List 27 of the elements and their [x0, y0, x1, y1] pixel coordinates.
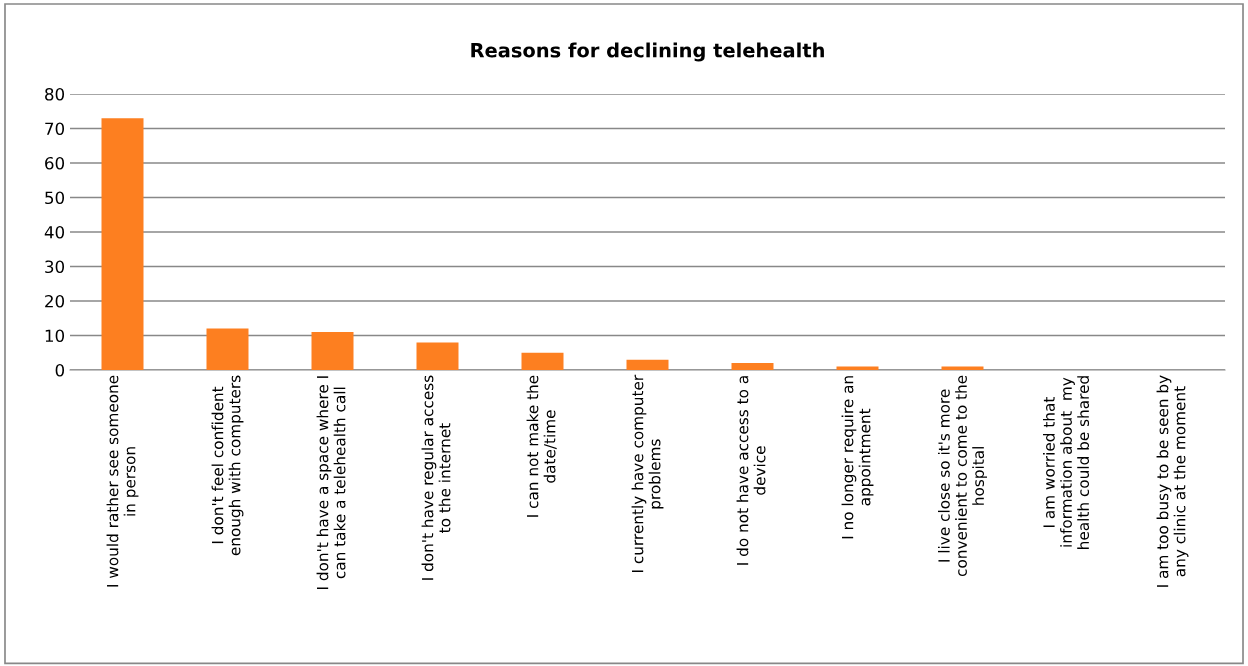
- y-tick-label: 10: [45, 329, 65, 343]
- y-tick-label: 80: [45, 87, 65, 101]
- x-tick-label: I don't feel confident enough with computers: [211, 375, 244, 556]
- y-tick-label: 30: [45, 260, 65, 274]
- bar: [731, 363, 774, 370]
- x-tick-label: I am worried that information about my health could be shared: [1043, 376, 1090, 549]
- x-tick-label: I can not make the date/time: [526, 375, 557, 517]
- y-tick-label: 50: [45, 191, 65, 205]
- bar: [416, 342, 459, 370]
- y-tick-label: 40: [44, 225, 65, 239]
- bar: [101, 118, 144, 370]
- x-tick-label: I would rather see someone in person: [106, 375, 139, 587]
- y-tick-label: 60: [45, 156, 65, 170]
- x-tick-label: I currently have computer problems: [631, 374, 664, 572]
- y-tick-label: 0: [55, 363, 65, 377]
- y-tick-label: 20: [45, 294, 65, 308]
- x-tick-label: I live close so it's more convenient to come to the hospital: [938, 375, 987, 577]
- x-tick-label: I don't have regular access to the internet: [421, 375, 451, 580]
- chart-title: Reasons for declining telehealth: [471, 42, 824, 62]
- bar: [626, 359, 669, 370]
- x-tick-label: I don't have a space where I can take a telehealth call: [316, 376, 346, 590]
- bar: [206, 328, 249, 370]
- x-tick-label: I do not have access to a device: [736, 376, 766, 565]
- y-tick-label: 70: [45, 122, 65, 136]
- x-tick-label: I am too busy to be seen by any clinic at the moment: [1156, 375, 1189, 587]
- bar: [311, 332, 354, 370]
- bar: [521, 352, 564, 370]
